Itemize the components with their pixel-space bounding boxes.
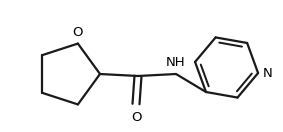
- Text: NH: NH: [166, 56, 186, 69]
- Text: O: O: [131, 111, 141, 124]
- Text: O: O: [73, 26, 83, 39]
- Text: N: N: [263, 67, 273, 80]
